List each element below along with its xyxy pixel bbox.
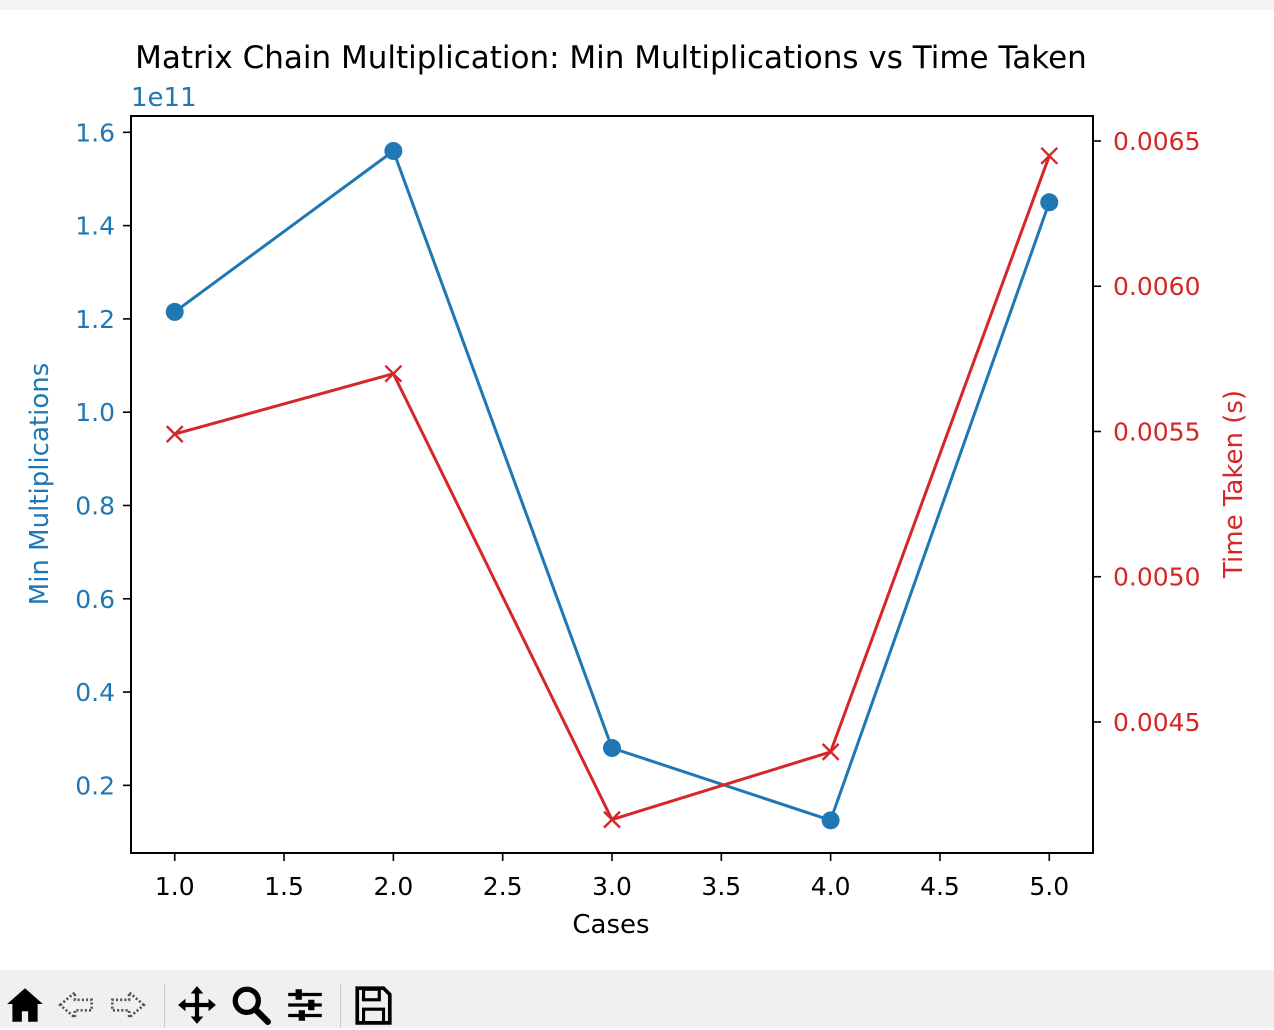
right-y-tick-label: 0.0065 bbox=[1113, 127, 1200, 156]
right-y-tick-label: 0.0050 bbox=[1113, 563, 1200, 592]
zoom-icon bbox=[232, 986, 271, 1025]
series-1-point bbox=[384, 141, 403, 160]
x-axis-label: Cases bbox=[572, 910, 649, 940]
x-tick-label: 1.0 bbox=[155, 872, 195, 901]
figure-canvas: Matrix Chain Multiplication: Min Multipl… bbox=[0, 10, 1274, 970]
left-y-tick-label: 1.6 bbox=[75, 118, 115, 147]
series-2-point bbox=[165, 425, 184, 443]
chart: Matrix Chain Multiplication: Min Multipl… bbox=[25, 40, 1249, 940]
configure-subplots-button[interactable] bbox=[284, 984, 330, 1028]
right-y-tick-label: 0.0055 bbox=[1113, 417, 1200, 446]
x-tick-label: 4.5 bbox=[920, 872, 960, 901]
x-tick-label: 3.5 bbox=[701, 872, 741, 901]
right-y-axis-label: Time Taken (s) bbox=[1219, 390, 1249, 579]
x-tick-label: 2.0 bbox=[373, 872, 413, 901]
left-axis-offset-text: 1e11 bbox=[131, 83, 197, 113]
left-y-tick-label: 0.6 bbox=[75, 585, 115, 614]
chart-title: Matrix Chain Multiplication: Min Multipl… bbox=[135, 40, 1087, 76]
series-2-point bbox=[1040, 146, 1059, 165]
series-2-line bbox=[174, 155, 1051, 822]
left-y-tick-label: 0.4 bbox=[75, 678, 115, 707]
toolbar-separator bbox=[164, 984, 165, 1028]
toolbar-separator bbox=[340, 984, 341, 1028]
left-y-tick-label: 1.4 bbox=[75, 212, 115, 241]
configure-subplots-icon bbox=[288, 989, 322, 1021]
home-button[interactable] bbox=[4, 984, 50, 1028]
pan-button[interactable] bbox=[176, 984, 222, 1028]
left-y-tick-label: 1.2 bbox=[75, 305, 115, 334]
zoom-button[interactable] bbox=[230, 984, 276, 1028]
forward-arrow-icon bbox=[110, 989, 146, 1021]
x-tick-label: 4.0 bbox=[811, 872, 851, 901]
pan-icon bbox=[178, 986, 216, 1024]
save-icon bbox=[355, 986, 392, 1025]
left-y-tick-label: 0.2 bbox=[75, 771, 115, 800]
x-tick-label: 3.0 bbox=[592, 872, 632, 901]
forward-arrow-button[interactable] bbox=[106, 984, 152, 1028]
series-2-point bbox=[384, 364, 403, 383]
navigation-toolbar bbox=[0, 970, 1274, 1028]
series-2-point bbox=[821, 743, 840, 761]
series-1-line bbox=[173, 149, 1051, 822]
series-1-point bbox=[165, 302, 184, 321]
right-y-tick-label: 0.0045 bbox=[1113, 708, 1200, 737]
back-arrow-button[interactable] bbox=[56, 984, 102, 1028]
plot-area: 1.0 1.5 2.0 2.5 3.0 3.5 4.0 4.5 5.0 0.2 0.4 0.6 0.8 1… bbox=[75, 115, 1200, 901]
left-y-tick-label: 0.8 bbox=[75, 491, 115, 520]
series-1-point bbox=[1040, 193, 1059, 212]
save-button[interactable] bbox=[352, 984, 398, 1028]
right-y-tick-label: 0.0060 bbox=[1113, 272, 1200, 301]
left-y-tick-label: 1.0 bbox=[75, 398, 115, 427]
axes-frame bbox=[130, 115, 1094, 854]
x-tick-label: 5.0 bbox=[1029, 872, 1069, 901]
series-1-point bbox=[603, 739, 621, 758]
window-top-strip bbox=[0, 0, 1274, 10]
left-y-axis-label: Min Multiplications bbox=[25, 363, 55, 605]
x-tick-label: 1.5 bbox=[264, 872, 304, 901]
home-icon bbox=[7, 988, 43, 1022]
x-tick-label: 2.5 bbox=[483, 872, 523, 901]
series-1-point bbox=[821, 811, 840, 830]
series-2-point bbox=[603, 810, 621, 829]
back-arrow-icon bbox=[58, 989, 94, 1021]
